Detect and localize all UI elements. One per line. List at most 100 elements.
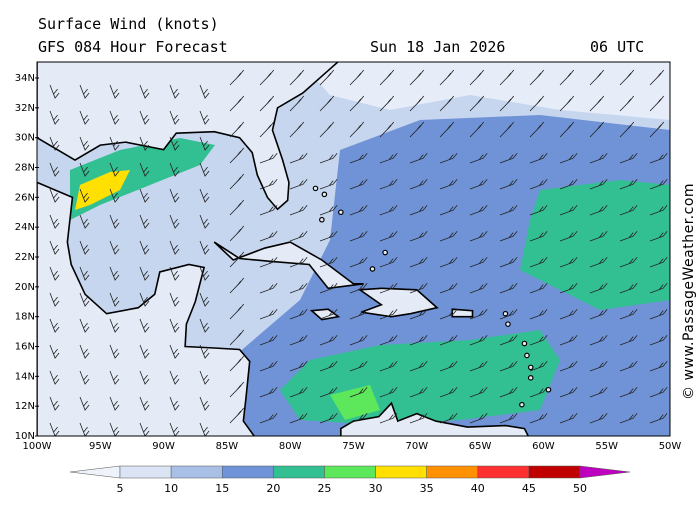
landmass <box>451 308 474 318</box>
colorbar-segment <box>170 465 223 479</box>
wind-barb <box>529 69 545 86</box>
island <box>321 191 328 198</box>
wind-barb <box>499 69 515 86</box>
wind-barb <box>79 84 90 99</box>
island <box>521 340 528 347</box>
wind-barb <box>169 370 180 385</box>
wind-barb <box>49 318 60 333</box>
wind-barb <box>649 386 668 398</box>
longitude-label: 90W <box>152 441 175 452</box>
colorbar-segment <box>221 465 274 479</box>
wind-barb <box>139 214 150 229</box>
wind-barb <box>49 188 60 203</box>
wind-barb <box>469 360 488 372</box>
latitude-label: 18N <box>15 312 35 323</box>
wind-barb <box>349 121 365 138</box>
wind-barb <box>49 292 60 307</box>
wind-barb <box>199 370 210 385</box>
wind-barb <box>259 230 278 242</box>
wind-barb <box>619 282 638 294</box>
latitude-label: 14N <box>15 371 35 382</box>
wind-barb <box>349 360 368 372</box>
wind-barb <box>589 412 608 424</box>
wind-barb <box>589 230 608 242</box>
wind-barb <box>139 84 150 99</box>
wind-barb <box>79 266 90 281</box>
wind-barb <box>619 308 638 320</box>
wind-barb <box>319 204 338 216</box>
wind-barb <box>619 178 638 190</box>
wind-barb <box>169 188 180 203</box>
wind-barb <box>409 230 428 242</box>
wind-barb <box>49 110 60 125</box>
wind-barb <box>649 178 668 190</box>
wind-barb <box>229 95 245 112</box>
wind-barb <box>589 121 605 138</box>
wind-barb <box>529 152 548 164</box>
wind-barb <box>139 162 150 177</box>
wind-barb <box>169 422 180 436</box>
wind-barb <box>349 204 368 216</box>
wind-barb <box>589 282 608 294</box>
wind-barb <box>259 334 278 346</box>
wind-barb <box>319 360 338 372</box>
map-frame <box>36 61 671 437</box>
wind-barb <box>169 318 180 333</box>
wind-barb <box>589 204 608 216</box>
colorbar-label: 40 <box>471 482 485 495</box>
island <box>338 209 344 216</box>
wind-barb <box>139 136 150 151</box>
wind-barb <box>589 152 608 164</box>
wind-barb <box>199 292 210 307</box>
wind-barb <box>559 386 578 398</box>
wind-barb <box>139 344 150 359</box>
wind-barb <box>589 334 608 346</box>
wind-barb <box>259 152 278 164</box>
wind-barb <box>349 152 368 164</box>
landmass <box>340 401 530 436</box>
wind-barb <box>229 355 245 372</box>
wind-barb <box>199 214 210 229</box>
wind-barb <box>649 308 668 320</box>
longitude-label: 100W <box>23 441 52 452</box>
wind-barb <box>649 412 668 424</box>
wind-barb <box>379 204 398 216</box>
wind-barb <box>289 256 308 268</box>
wind-barb <box>199 84 210 99</box>
wind-barb <box>379 152 398 164</box>
wind-barb <box>469 121 485 138</box>
wind-barb <box>349 308 368 320</box>
land <box>37 62 552 436</box>
wind-barb <box>649 121 665 138</box>
wind-barb <box>319 230 338 242</box>
wind-barb <box>199 344 210 359</box>
wind-barb <box>229 121 245 138</box>
wind-barb <box>439 152 458 164</box>
wind-barb <box>619 121 635 138</box>
wind-barb <box>409 204 428 216</box>
colorbar-label: 45 <box>522 482 536 495</box>
colorbar-segment <box>119 465 172 479</box>
wind-barb <box>529 256 548 268</box>
wind-barb <box>379 334 398 346</box>
wind-barb <box>229 381 245 398</box>
wind-barb <box>289 386 308 398</box>
wind-barb <box>649 95 665 112</box>
wind-barb <box>469 282 488 294</box>
wind-barb <box>499 152 518 164</box>
colorbar-segment <box>324 465 376 479</box>
wind-barb <box>49 136 60 151</box>
wind-barb <box>289 412 308 424</box>
wind-barb <box>529 121 545 138</box>
landmass <box>37 181 256 436</box>
wind-barb <box>379 95 395 112</box>
wind-barb <box>289 230 308 242</box>
wind-barb <box>319 282 338 294</box>
wind-barb <box>169 396 180 411</box>
wind-barb <box>169 214 180 229</box>
wind-barb <box>409 95 425 112</box>
wind-barb <box>589 256 608 268</box>
wind-barb <box>319 121 335 138</box>
wind-barb <box>499 412 518 424</box>
